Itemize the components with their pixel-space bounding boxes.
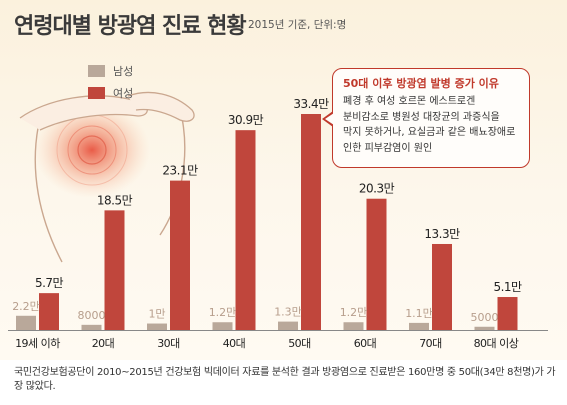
data-label-female: 5.1만: [493, 280, 522, 294]
bar-male: [343, 322, 364, 330]
category-label: 70대: [419, 337, 442, 350]
bar-male: [81, 324, 102, 330]
bar-female: [170, 180, 190, 330]
legend-item-male: 남성: [88, 60, 133, 82]
legend-swatch-male: [88, 65, 105, 77]
data-label-male: 2.2만: [12, 300, 40, 313]
data-label-female: 5.7만: [35, 276, 64, 290]
data-label-female: 23.1만: [162, 164, 198, 178]
data-label-male: 1.2만: [209, 306, 237, 319]
bar-male: [474, 326, 495, 330]
category-label: 80대 이상: [474, 337, 519, 350]
data-label-male: 1.2만: [340, 306, 368, 319]
data-label-female: 13.3만: [424, 227, 460, 241]
chart-title: 연령대별 방광염 진료 현황: [14, 14, 247, 39]
legend-swatch-female: [88, 87, 105, 99]
category-label: 50대: [288, 337, 311, 350]
bar-male: [212, 322, 233, 330]
abdomen-illustration: [19, 91, 195, 263]
bar-male: [16, 315, 36, 330]
legend: 남성 여성: [88, 60, 133, 104]
legend-label-male: 남성: [113, 65, 134, 78]
category-label: 40대: [223, 337, 246, 350]
bars-group: 2.2만 5.7만 8000 18.5만 1만 23.1만 1.2만 30.9만 1.3만 33.…: [12, 97, 523, 330]
bar-female: [366, 198, 387, 330]
bar-chart: 2.2만 5.7만 8000 18.5만 1만 23.1만 1.2만 30.9만 1.3만 33.…: [8, 91, 548, 350]
data-label-female: 30.9만: [228, 113, 264, 127]
data-label-female: 20.3만: [359, 182, 395, 196]
data-label-male: 1.1만: [405, 307, 433, 320]
data-label-female: 33.4만: [293, 97, 329, 111]
callout-body: 폐경 후 여성 호르몬 에스트로겐 분비감소로 병원성 대장균의 과증식을 막지…: [343, 94, 519, 156]
callout-line: 인한 피부감염이 원인: [343, 142, 433, 154]
category-label: 20대: [92, 337, 115, 350]
bar-female: [301, 114, 321, 330]
data-label-male: 5000: [471, 311, 499, 324]
bar-female: [104, 210, 125, 330]
bar-male: [278, 321, 298, 330]
callout-box: 50대 이후 방광염 발병 증가 이유 폐경 후 여성 호르몬 에스트로겐 분비…: [322, 68, 530, 168]
bar-male: [147, 323, 167, 330]
callout-line: 막지 못하거나, 요실금과 같은 배뇨장애로: [343, 127, 516, 138]
bar-female: [497, 297, 518, 330]
category-label: 60대: [354, 337, 377, 350]
category-label: 30대: [157, 337, 180, 350]
data-label-female: 18.5만: [97, 193, 133, 207]
bar-female: [432, 243, 452, 330]
chart-panel: 연령대별 방광염 진료 현황 2015년 기준, 단위:명 2.2만 5.7만 80…: [0, 0, 567, 360]
bar-female: [235, 130, 256, 330]
bar-female: [39, 293, 59, 330]
bar-male: [409, 322, 429, 330]
callout-line: 분비감소로 병원성 대장균의 과증식을: [343, 111, 500, 123]
data-label-male: 1.3만: [274, 306, 302, 319]
legend-item-female: 여성: [88, 82, 133, 104]
category-labels: 19세 이하 20대 30대 40대 50대 60대 70대 80대 이상: [15, 336, 519, 350]
data-label-male: 1만: [148, 308, 165, 321]
callout-line: 폐경 후 여성 호르몬 에스트로겐: [343, 96, 476, 107]
category-label: 19세 이하: [15, 336, 60, 350]
chart-subtitle: 2015년 기준, 단위:명: [248, 19, 347, 31]
footnote: 국민건강보험공단이 2010~2015년 건강보험 빅데이터 자료를 분석한 결…: [14, 367, 556, 392]
callout-title: 50대 이후 방광염 발병 증가 이유: [343, 77, 499, 90]
legend-label-female: 여성: [113, 87, 134, 100]
data-label-male: 8000: [78, 309, 106, 322]
